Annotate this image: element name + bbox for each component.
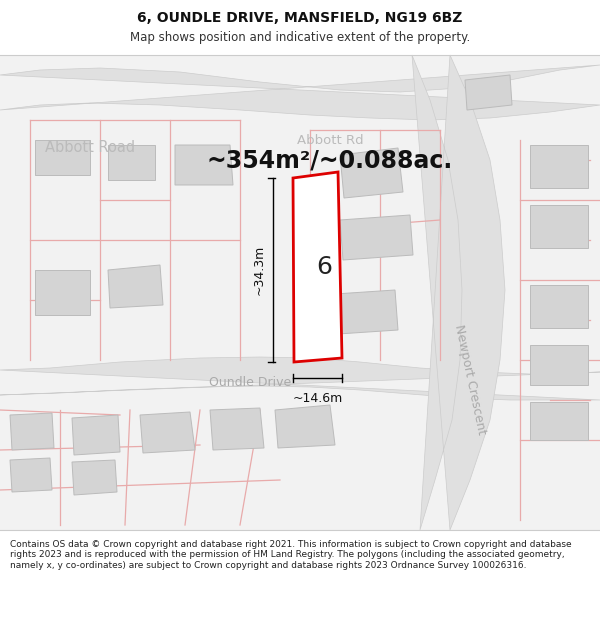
Polygon shape bbox=[530, 205, 588, 248]
Polygon shape bbox=[0, 0, 600, 55]
Text: 6: 6 bbox=[317, 256, 333, 279]
Polygon shape bbox=[10, 413, 54, 450]
Polygon shape bbox=[530, 285, 588, 328]
Polygon shape bbox=[340, 215, 413, 260]
Polygon shape bbox=[465, 75, 512, 110]
Text: ~14.6m: ~14.6m bbox=[292, 392, 343, 405]
Polygon shape bbox=[35, 270, 90, 315]
Polygon shape bbox=[340, 148, 403, 198]
Polygon shape bbox=[10, 458, 52, 492]
Polygon shape bbox=[175, 145, 233, 185]
Polygon shape bbox=[275, 405, 335, 448]
Polygon shape bbox=[35, 140, 90, 175]
Polygon shape bbox=[210, 408, 264, 450]
Polygon shape bbox=[108, 145, 155, 180]
Polygon shape bbox=[412, 55, 505, 530]
Polygon shape bbox=[72, 415, 120, 455]
Polygon shape bbox=[530, 402, 588, 440]
Polygon shape bbox=[530, 145, 588, 188]
Polygon shape bbox=[320, 290, 398, 335]
Text: ~34.3m: ~34.3m bbox=[253, 245, 265, 295]
Polygon shape bbox=[140, 412, 195, 453]
Text: Contains OS data © Crown copyright and database right 2021. This information is : Contains OS data © Crown copyright and d… bbox=[10, 540, 572, 570]
Text: Abbott Rd: Abbott Rd bbox=[296, 134, 364, 146]
Polygon shape bbox=[293, 172, 342, 362]
Polygon shape bbox=[0, 55, 600, 530]
Polygon shape bbox=[530, 345, 588, 385]
Text: 6, OUNDLE DRIVE, MANSFIELD, NG19 6BZ: 6, OUNDLE DRIVE, MANSFIELD, NG19 6BZ bbox=[137, 11, 463, 25]
Polygon shape bbox=[72, 460, 117, 495]
Polygon shape bbox=[0, 65, 600, 120]
Text: Oundle Drive: Oundle Drive bbox=[209, 376, 291, 389]
Polygon shape bbox=[0, 357, 600, 400]
Polygon shape bbox=[108, 265, 163, 308]
Polygon shape bbox=[0, 530, 600, 625]
Text: Map shows position and indicative extent of the property.: Map shows position and indicative extent… bbox=[130, 31, 470, 44]
Text: Abbott Road: Abbott Road bbox=[45, 141, 135, 156]
Text: Newport Crescent: Newport Crescent bbox=[452, 324, 488, 436]
Text: ~354m²/~0.088ac.: ~354m²/~0.088ac. bbox=[207, 148, 453, 172]
